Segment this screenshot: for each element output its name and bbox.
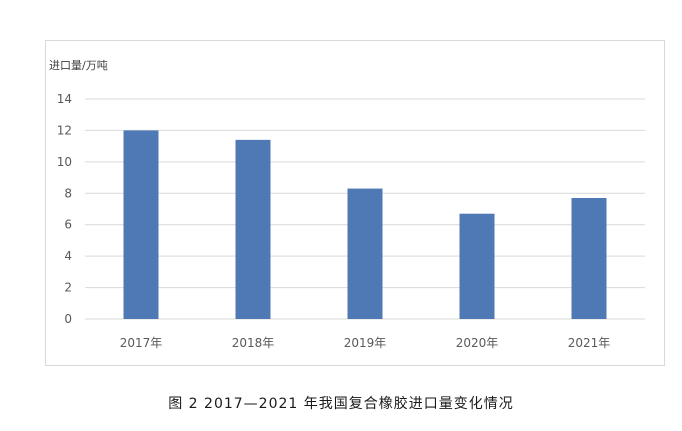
y-tick-label: 6 [64,218,72,232]
y-tick-label: 12 [57,123,72,137]
bar [347,188,383,319]
y-tick-label: 14 [57,92,72,106]
y-axis-label: 进口量/万吨 [49,59,108,72]
x-tick-label: 2017年 [120,336,163,350]
x-tick-label: 2019年 [344,336,387,350]
x-tick-label: 2021年 [568,336,611,350]
x-tick-label: 2018年 [232,336,275,350]
x-tick-label: 2020年 [456,336,499,350]
y-tick-label: 2 [64,281,72,295]
y-tick-label: 8 [64,186,72,200]
bar [123,130,159,319]
y-tick-label: 4 [64,249,72,263]
bar [459,213,495,319]
bar [235,139,271,319]
bar [571,198,607,319]
y-tick-label: 0 [64,312,72,326]
figure-caption: 图 2 2017—2021 年我国复合橡胶进口量变化情况 [168,396,514,412]
y-tick-label: 10 [57,155,72,169]
